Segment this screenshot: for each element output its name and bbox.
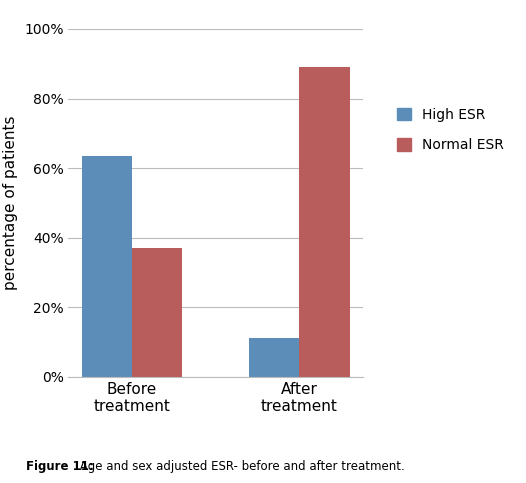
Bar (299, 67, 350, 377)
Bar (132, 248, 182, 377)
Legend: High ESR, Normal ESR: High ESR, Normal ESR (393, 103, 509, 156)
Text: Figure 11:: Figure 11: (26, 460, 94, 473)
Y-axis label: percentage of patients: percentage of patients (4, 115, 18, 290)
Bar (82, 156, 132, 377)
Text: Age and sex adjusted ESR- before and after treatment.: Age and sex adjusted ESR- before and aft… (76, 460, 405, 473)
Bar (249, 339, 299, 377)
